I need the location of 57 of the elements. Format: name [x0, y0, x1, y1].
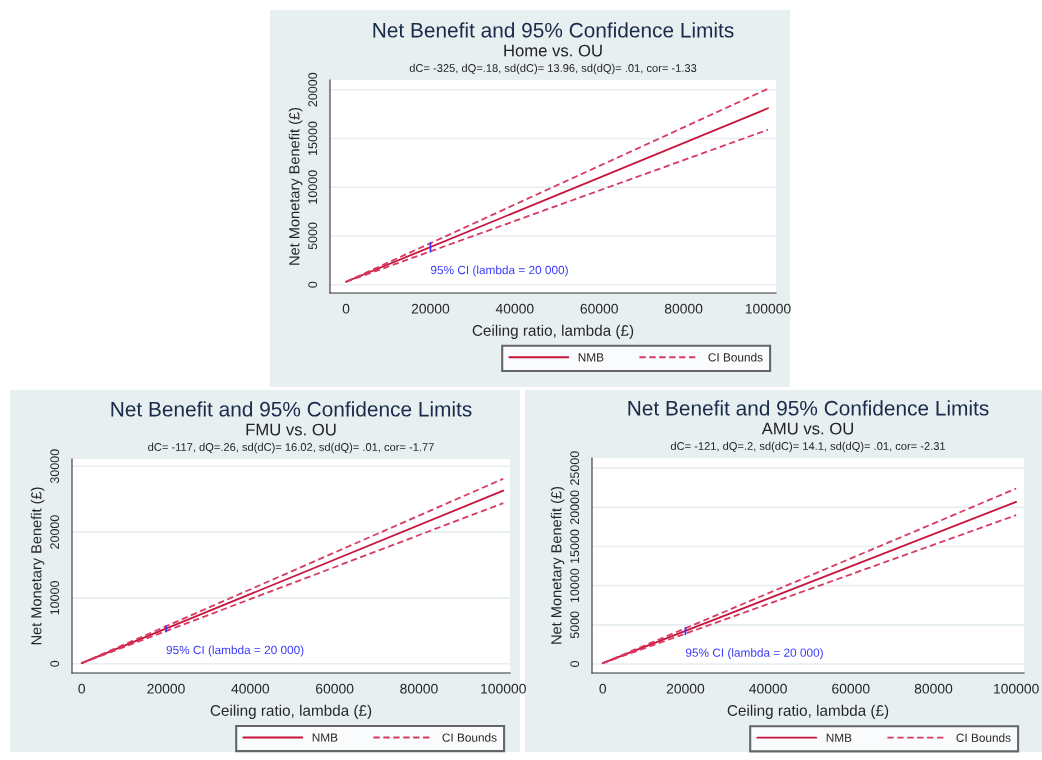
- y-axis-title: Net Monetary Benefit (£): [550, 486, 565, 644]
- y-tick-label: 15000: [570, 529, 580, 563]
- y-tick-label: 5000: [308, 222, 318, 250]
- legend-label: CI Bounds: [956, 733, 1011, 742]
- y-tick-label: 0: [570, 661, 580, 667]
- annotation: 95% CI (lambda = 20 000): [430, 265, 568, 277]
- legend-label: CI Bounds: [708, 352, 763, 362]
- x-tick-label: 0: [342, 303, 350, 314]
- chart-title: Net Benefit and 95% Confidence Limits: [373, 22, 734, 38]
- x-tick-label: 40000: [495, 303, 534, 314]
- y-tick-label: 15000: [308, 121, 318, 155]
- y-axis-title: Net Monetary Benefit (£): [288, 107, 303, 265]
- annotation: 95% CI (lambda = 20 000): [685, 648, 823, 660]
- chart-subtitle: AMU vs. OU: [761, 422, 854, 435]
- x-tick-label: 60000: [316, 683, 354, 694]
- chart-title: Net Benefit and 95% Confidence Limits: [111, 401, 472, 417]
- y-tick-label: 10000: [308, 170, 318, 204]
- x-tick-label: 20000: [666, 683, 705, 694]
- x-tick-label: 20000: [147, 683, 185, 694]
- x-axis-title: Ceiling ratio, lambda (£): [472, 324, 634, 339]
- x-tick-label: 0: [78, 683, 86, 694]
- x-axis-title: Ceiling ratio, lambda (£): [727, 704, 889, 719]
- x-tick-label: 80000: [664, 303, 703, 314]
- legend-label: NMB: [312, 733, 338, 742]
- x-tick-label: 100000: [481, 683, 526, 694]
- y-axis-title: Net Monetary Benefit (£): [30, 487, 45, 645]
- y-tick-label: 20000: [570, 490, 580, 525]
- x-tick-label: 100000: [745, 303, 791, 314]
- y-tick-label: 5000: [570, 611, 580, 639]
- y-tick-label: 25000: [570, 451, 580, 485]
- x-axis-title: Ceiling ratio, lambda (£): [210, 704, 372, 719]
- y-tick-label: 20000: [308, 72, 318, 107]
- chart-subtitle: FMU vs. OU: [246, 423, 336, 436]
- x-tick-label: 100000: [994, 683, 1039, 694]
- y-tick-label: 0: [308, 281, 318, 288]
- x-tick-label: 80000: [914, 683, 953, 694]
- y-tick-label: 10000: [50, 581, 60, 615]
- x-tick-label: 0: [599, 683, 607, 694]
- y-tick-label: 20000: [50, 515, 60, 549]
- x-tick-label: 20000: [411, 303, 450, 314]
- x-tick-label: 40000: [231, 683, 270, 694]
- x-tick-label: 80000: [400, 683, 438, 694]
- y-tick-label: 0: [50, 660, 60, 667]
- x-tick-label: 60000: [580, 303, 618, 314]
- legend-label: NMB: [578, 353, 604, 362]
- annotation: 95% CI (lambda = 20 000): [166, 645, 304, 657]
- chart-subtitle: Home vs. OU: [504, 44, 602, 57]
- y-tick-label: 30000: [50, 449, 60, 484]
- legend-label: CI Bounds: [442, 733, 497, 742]
- text: dC= -117, dQ=.26, sd(dC)= 16.02, sd(dQ)= .01, cor= -1.77: [148, 442, 434, 454]
- text: dC= -325, dQ=.18, sd(dC)= 13.96, sd(dQ)= .01, cor= -1.33: [409, 63, 697, 75]
- text: dC= -121, dQ=.2, sd(dC)= 14.1, sd(dQ)= .01, cor= -2.31: [670, 441, 946, 453]
- y-tick-label: 10000: [570, 568, 580, 603]
- chart-title: Net Benefit and 95% Confidence Limits: [628, 400, 989, 416]
- x-tick-label: 60000: [832, 683, 870, 694]
- legend-label: NMB: [826, 733, 852, 742]
- x-tick-label: 40000: [749, 683, 787, 694]
